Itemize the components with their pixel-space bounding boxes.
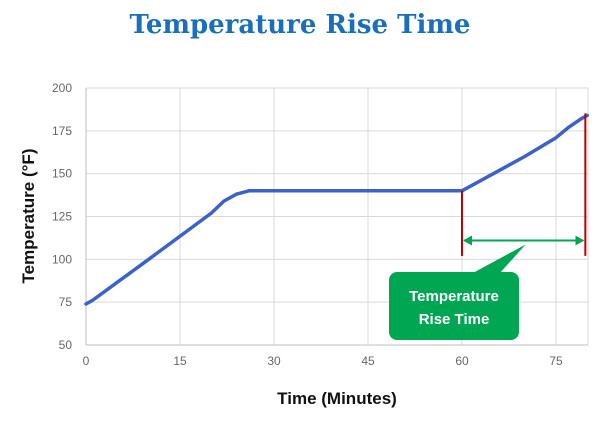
grid [85,87,589,346]
x-tick-label: 15 [173,354,187,368]
chart-title: Temperature Rise Time [129,10,471,40]
x-tick-label: 0 [83,354,90,368]
x-tick-label: 45 [361,354,375,368]
y-tick-label: 100 [52,252,72,266]
x-tick-label: 30 [267,354,281,368]
y-axis-title: Temperature (°F) [19,149,38,284]
callout-box [389,272,519,340]
x-tick-label: 75 [549,354,563,368]
y-tick-label: 200 [52,81,72,95]
callout-label-line1: Temperature [409,288,499,305]
callout-pointer [471,244,526,274]
series [84,113,590,306]
series-line [84,113,590,306]
callout-label-line2: Rise Time [419,311,490,328]
y-tick-label: 175 [52,124,72,138]
y-tick-label: 125 [52,210,72,224]
labels: Time (Minutes) Temperature (°F) 50 75 100 1… [19,81,563,408]
x-axis-title: Time (Minutes) [277,389,397,408]
x-tick-label: 60 [455,354,469,368]
annotation: Temperature Rise Time [389,113,587,340]
y-tick-label: 50 [59,338,73,352]
y-tick-label: 75 [59,295,73,309]
y-tick-label: 150 [52,167,72,181]
